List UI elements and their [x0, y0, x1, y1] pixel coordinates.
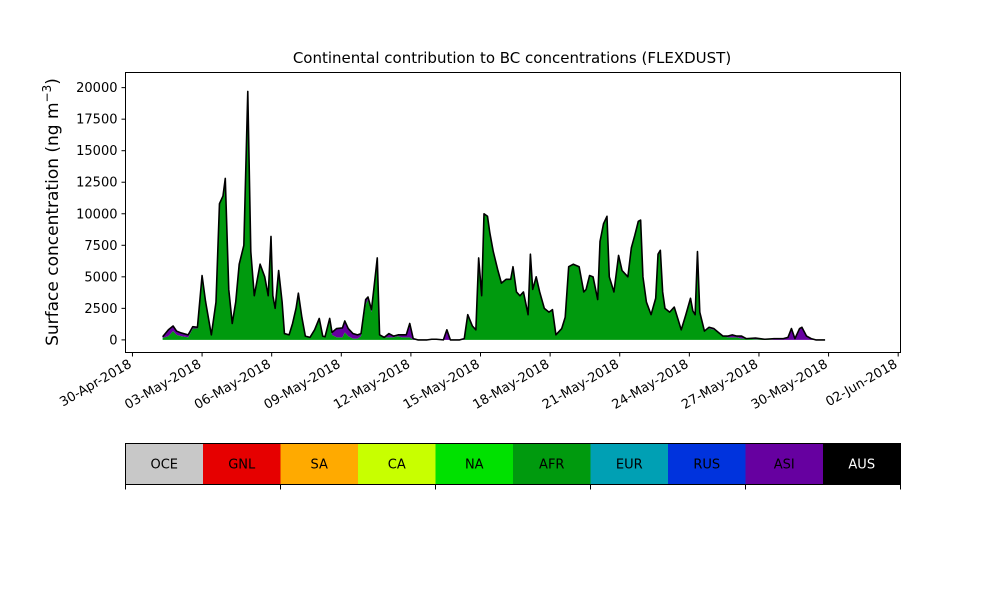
- x-tick-label: 03-May-2018: [122, 357, 204, 413]
- x-tick-label: 15-May-2018: [401, 357, 483, 413]
- area-afr: [162, 91, 826, 340]
- total-line: [162, 90, 826, 341]
- x-tick-label: 09-May-2018: [262, 357, 344, 413]
- y-tick-label: 7500: [84, 239, 117, 254]
- colorbar-swatch-gnl: [203, 443, 281, 485]
- colorbar-swatch-aus: [823, 443, 901, 485]
- colorbar-label-na: NA: [465, 458, 484, 473]
- y-tick-label: 17500: [76, 113, 117, 128]
- x-axis-ticks: 30-Apr-201803-May-201806-May-201809-May-…: [57, 352, 900, 413]
- colorbar-label-rus: RUS: [693, 458, 720, 473]
- plot-frame: [125, 72, 901, 353]
- y-axis-label-close: ): [43, 78, 63, 85]
- x-tick-label: 06-May-2018: [192, 357, 274, 413]
- y-axis-ticks: 0 2500 5000 7500 10000 12500 15000 17500 20000: [76, 81, 126, 348]
- x-tick-label: 12-May-2018: [331, 357, 413, 413]
- colorbar-swatch-asi: [745, 443, 824, 485]
- colorbar-label-ca: CA: [388, 458, 406, 473]
- y-tick-label: 15000: [76, 144, 117, 159]
- y-axis-label-main: Surface concentration (ng m: [43, 102, 63, 345]
- colorbar-label-aus: AUS: [848, 458, 875, 473]
- y-tick-label: 20000: [76, 81, 117, 96]
- x-tick-label: 02-Jun-2018: [823, 357, 900, 410]
- colorbar-label-gnl: GNL: [228, 458, 256, 473]
- colorbar-swatch-afr: [513, 443, 591, 485]
- chart-title: Continental contribution to BC concentra…: [293, 49, 731, 67]
- colorbar-label-afr: AFR: [539, 458, 564, 473]
- colorbar-swatch-rus: [668, 443, 746, 485]
- x-tick-label: 21-May-2018: [540, 357, 622, 413]
- y-axis-label: Surface concentration (ng m−3): [40, 78, 63, 346]
- colorbar-swatch-na: [435, 443, 514, 485]
- x-tick-label: 30-May-2018: [749, 357, 831, 413]
- y-tick-label: 5000: [84, 270, 117, 285]
- colorbar-swatch-sa: [280, 443, 359, 485]
- x-tick-label: 27-May-2018: [679, 357, 761, 413]
- y-tick-label: 10000: [76, 207, 117, 222]
- colorbar-label-asi: ASI: [774, 458, 795, 473]
- x-tick-label: 18-May-2018: [470, 357, 552, 413]
- y-axis-label-exponent: −3: [40, 85, 54, 103]
- x-tick-label: 24-May-2018: [610, 357, 692, 413]
- colorbar-label-eur: EUR: [616, 458, 643, 473]
- colorbar-swatch-oce: [125, 443, 204, 485]
- y-tick-label: 12500: [76, 176, 117, 191]
- colorbar-frame: [125, 443, 901, 485]
- y-tick-label: 2500: [84, 302, 117, 317]
- colorbar-label-oce: OCE: [150, 458, 178, 473]
- colorbar-swatch-ca: [358, 443, 436, 485]
- area-layer: [162, 90, 826, 341]
- region-colorbar: OCE GNL SA CA NA AFR EUR RUS ASI AUS: [125, 443, 901, 490]
- y-tick-label: 0: [109, 333, 117, 348]
- colorbar-swatch-eur: [590, 443, 669, 485]
- colorbar-label-sa: SA: [311, 458, 328, 473]
